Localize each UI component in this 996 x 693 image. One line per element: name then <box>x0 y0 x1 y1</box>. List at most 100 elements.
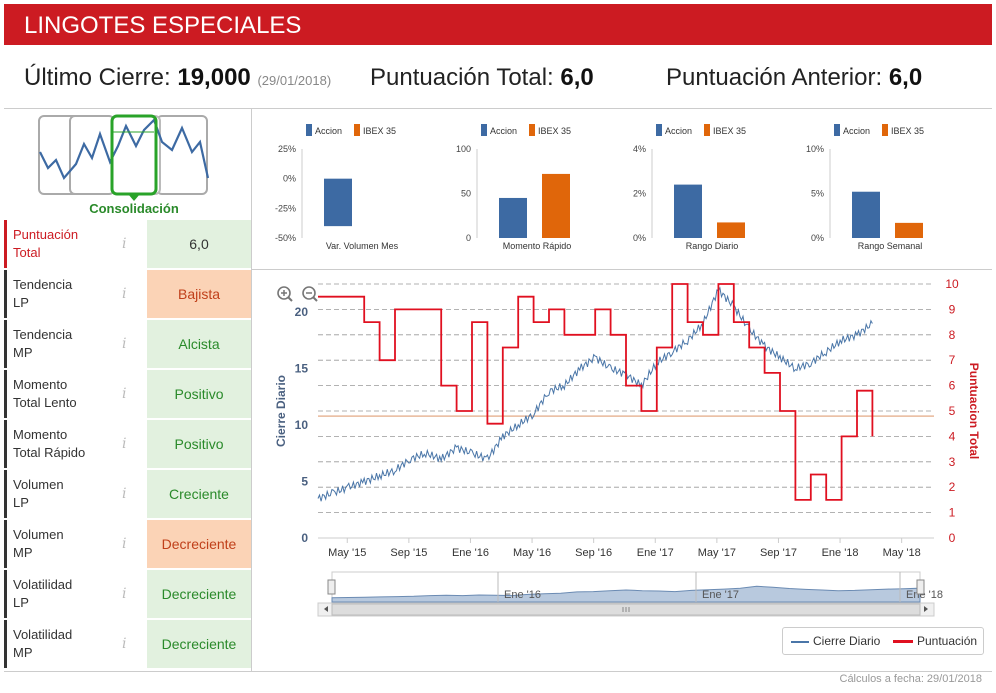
y-tick-label: 15 <box>295 362 309 376</box>
y-tick-label: 100 <box>456 144 471 154</box>
indicator-value: Decreciente <box>147 620 251 668</box>
indicator-row: Tendencia MP i Alcista <box>4 320 251 368</box>
info-icon[interactable]: i <box>122 636 127 652</box>
previous-score: Puntuación Anterior: 6,0 <box>666 64 922 92</box>
indicator-value: Creciente <box>147 470 251 518</box>
zoom-out-icon[interactable] <box>302 286 318 302</box>
info-icon[interactable]: i <box>122 336 127 352</box>
pattern-chart-icon: Consolidación <box>38 114 210 216</box>
pattern-frame <box>111 115 161 195</box>
indicator-value: Decreciente <box>147 570 251 618</box>
indicator-label: Volatilidad LP <box>4 570 147 618</box>
indicator-value: 6,0 <box>147 220 251 268</box>
navigator-handle-left[interactable] <box>327 579 336 595</box>
info-icon[interactable]: i <box>122 586 127 602</box>
mini-chart-title: Rango Semanal <box>858 241 923 251</box>
y-tick-label: 5% <box>811 189 824 199</box>
navigator-handle-right[interactable] <box>916 579 925 595</box>
scroll-right-arrow-icon[interactable] <box>924 606 928 612</box>
indicator-row: Tendencia LP i Bajista <box>4 270 251 318</box>
bar-ibex <box>717 222 745 238</box>
mini-chart-title: Rango Diario <box>686 241 739 251</box>
y-tick-label: -50% <box>275 233 296 243</box>
indicator-row: Volumen LP i Creciente <box>4 470 251 518</box>
y2-tick-label: 6 <box>949 379 956 393</box>
x-tick-label: Sep '16 <box>575 547 612 559</box>
x-tick-label: May '17 <box>698 547 736 559</box>
price-series-line <box>317 286 873 502</box>
legend-label-accion: Accion <box>490 126 517 136</box>
mini-chart-title: Momento Rápido <box>503 241 572 251</box>
mini-chart-momento_rapido: Accion IBEX 35 100 50 0 Momento Rápido <box>456 124 571 251</box>
y-tick-label: 10 <box>295 418 309 432</box>
indicator-row: Momento Total Rápido i Positivo <box>4 420 251 468</box>
zoom-in-icon[interactable] <box>277 286 293 302</box>
y2-axis-title: Puntuacion Total <box>967 363 981 459</box>
navigator-label: Ene '16 <box>504 589 541 601</box>
legend-label-ibex: IBEX 35 <box>713 126 746 136</box>
indicator-row: Volatilidad MP i Decreciente <box>4 620 251 668</box>
last-close-label: Último Cierre: <box>24 64 171 91</box>
range-navigator[interactable]: Ene '16 Ene '17 Ene '18 <box>252 570 992 620</box>
x-tick-label: May '18 <box>883 547 921 559</box>
mini-chart-title: Var. Volumen Mes <box>326 241 399 251</box>
indicator-label-line: Volatilidad <box>13 627 73 642</box>
bar-ibex <box>542 173 570 238</box>
x-tick-label: May '15 <box>328 547 366 559</box>
y-tick-label: 0% <box>283 174 296 184</box>
last-close-value: 19,000 <box>177 64 251 91</box>
indicator-label: Momento Total Rápido <box>4 420 147 468</box>
previous-score-label: Puntuación Anterior: <box>666 64 883 91</box>
legend-label-price[interactable]: Cierre Diario <box>813 634 881 648</box>
y-tick-label: 25% <box>278 144 296 154</box>
x-tick-label: Ene '17 <box>637 547 674 559</box>
zoom-in-handle <box>287 296 293 302</box>
indicator-label-line: LP <box>13 595 29 610</box>
y-tick-label: -25% <box>275 203 296 213</box>
legend-swatch-ibex <box>354 124 360 136</box>
scroll-left-arrow-icon[interactable] <box>324 606 328 612</box>
indicator-label: Tendencia MP <box>4 320 147 368</box>
divider <box>4 108 992 109</box>
divider <box>4 671 992 672</box>
info-icon[interactable]: i <box>122 486 127 502</box>
legend-swatch-ibex <box>529 124 535 136</box>
x-tick-label: Sep '15 <box>390 547 427 559</box>
info-icon[interactable]: i <box>122 286 127 302</box>
navigator-label: Ene '17 <box>702 589 739 601</box>
legend-label-score[interactable]: Puntuación <box>917 634 978 648</box>
indicator-label: Puntuación Total <box>4 220 147 268</box>
legend-swatch-accion <box>306 124 312 136</box>
total-score-value: 6,0 <box>560 64 594 91</box>
indicator-label-line: Total Rápido <box>13 445 86 460</box>
bar-accion <box>324 178 352 227</box>
bar-accion <box>499 197 527 238</box>
divider <box>251 269 992 270</box>
zoom-in-glass <box>277 286 291 300</box>
legend-swatch-accion <box>481 124 487 136</box>
info-icon[interactable]: i <box>122 386 127 402</box>
title-bar: LINGOTES ESPECIALES <box>4 4 992 45</box>
pattern-marker <box>128 194 140 201</box>
x-tick-label: Sep '17 <box>760 547 797 559</box>
zoom-out-glass <box>302 286 316 300</box>
info-icon[interactable]: i <box>122 236 127 252</box>
indicator-value: Positivo <box>147 420 251 468</box>
info-icon[interactable]: i <box>122 536 127 552</box>
divider <box>251 108 252 672</box>
legend-label-accion: Accion <box>843 126 870 136</box>
y2-tick-label: 7 <box>949 353 956 367</box>
legend-label-accion: Accion <box>315 126 342 136</box>
indicator-label: Momento Total Lento <box>4 370 147 418</box>
y2-tick-label: 3 <box>949 455 956 469</box>
previous-score-value: 6,0 <box>888 64 923 91</box>
y2-tick-label: 8 <box>949 328 956 342</box>
indicator-row: Puntuación Total i 6,0 <box>4 220 251 268</box>
y-tick-label: 0% <box>811 233 824 243</box>
indicator-label-line: Momento <box>13 427 68 442</box>
y2-tick-label: 9 <box>949 302 956 316</box>
info-icon[interactable]: i <box>122 436 127 452</box>
legend-swatch-ibex <box>704 124 710 136</box>
y-tick-label: 50 <box>461 189 471 199</box>
mini-chart-rango_diario: Accion IBEX 35 4% 2% 0% Rango Diario <box>633 124 746 251</box>
